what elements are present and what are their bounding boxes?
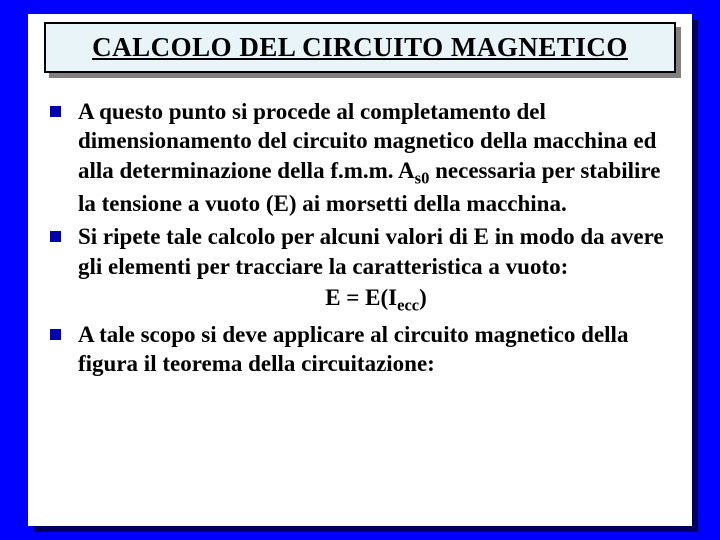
title-box: CALCOLO DEL CIRCUITO MAGNETICO: [44, 22, 676, 73]
list-item: A tale scopo si deve applicare al circui…: [46, 320, 674, 379]
list-item: A questo punto si procede al completamen…: [46, 97, 674, 218]
slide-frame: CALCOLO DEL CIRCUITO MAGNETICO A questo …: [0, 0, 720, 540]
bullet-sub: s0: [415, 168, 430, 187]
formula-pre: E = E(I: [325, 285, 397, 310]
slide-body: A questo punto si procede al completamen…: [28, 83, 692, 395]
content-card: CALCOLO DEL CIRCUITO MAGNETICO A questo …: [28, 14, 692, 526]
slide-title: CALCOLO DEL CIRCUITO MAGNETICO: [52, 32, 668, 63]
bullet-list: A questo punto si procede al completamen…: [46, 97, 674, 379]
formula: E = E(Iecc): [78, 283, 674, 316]
formula-post: ): [419, 285, 427, 310]
list-item: Si ripete tale calcolo per alcuni valori…: [46, 222, 674, 316]
bullet-text: A tale scopo si deve applicare al circui…: [78, 322, 628, 376]
formula-sub: ecc: [397, 296, 419, 315]
bullet-text: Si ripete tale calcolo per alcuni valori…: [78, 224, 664, 278]
